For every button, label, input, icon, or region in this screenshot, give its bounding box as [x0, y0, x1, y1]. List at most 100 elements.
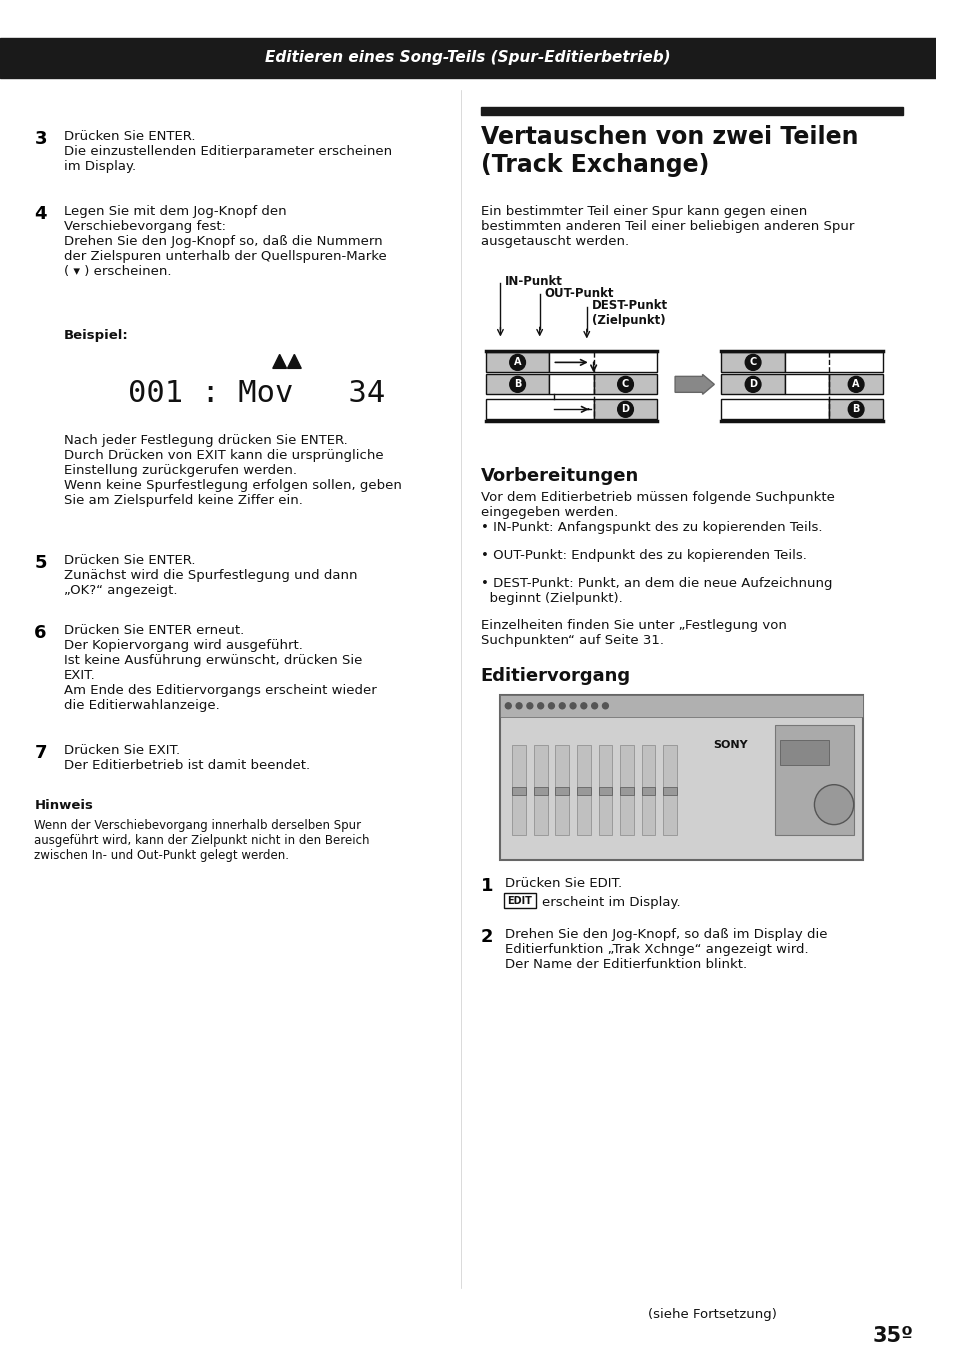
Bar	[828, 400, 882, 419]
Bar	[512, 744, 525, 835]
Bar	[485, 353, 549, 373]
Text: A: A	[851, 380, 859, 389]
Text: 5: 5	[34, 554, 47, 571]
Text: Wenn der Verschiebevorgang innerhalb derselben Spur
ausgeführt wird, kann der Zi: Wenn der Verschiebevorgang innerhalb der…	[34, 819, 370, 862]
Circle shape	[617, 401, 633, 417]
Text: Vertauschen von zwei Teilen
(Track Exchange): Vertauschen von zwei Teilen (Track Excha…	[480, 124, 858, 177]
Circle shape	[526, 703, 533, 709]
Bar	[720, 374, 784, 394]
Text: Editiervorgang: Editiervorgang	[480, 667, 630, 685]
Text: Nach jeder Festlegung drücken Sie ENTER.
Durch Drücken von EXIT kann die ursprün: Nach jeder Festlegung drücken Sie ENTER.…	[64, 434, 401, 507]
Text: 6: 6	[34, 624, 47, 642]
Circle shape	[558, 703, 564, 709]
Circle shape	[580, 703, 586, 709]
Text: A: A	[514, 358, 520, 367]
Text: Drehen Sie den Jog-Knopf, so daß im Display die
Editierfunktion „Trak Xchnge“ an: Drehen Sie den Jog-Knopf, so daß im Disp…	[505, 928, 827, 971]
Bar	[534, 744, 547, 835]
Circle shape	[509, 354, 525, 370]
Bar	[619, 786, 633, 794]
Text: IN-Punkt: IN-Punkt	[505, 274, 562, 288]
Circle shape	[847, 401, 863, 417]
Text: • DEST-Punkt: Punkt, an dem die neue Aufzeichnung
  beginnt (Zielpunkt).: • DEST-Punkt: Punkt, an dem die neue Auf…	[480, 577, 831, 605]
Bar	[577, 744, 590, 835]
Text: DEST-Punkt
(Zielpunkt): DEST-Punkt (Zielpunkt)	[591, 300, 667, 327]
Circle shape	[744, 377, 760, 392]
Text: Hinweis: Hinweis	[34, 798, 93, 812]
Circle shape	[516, 703, 521, 709]
Text: Vor dem Editierbetrieb müssen folgende Suchpunkte
eingegeben werden.: Vor dem Editierbetrieb müssen folgende S…	[480, 492, 834, 519]
Text: Editieren eines Song-Teils (Spur-Editierbetrieb): Editieren eines Song-Teils (Spur-Editier…	[265, 50, 670, 65]
Text: D: D	[748, 380, 757, 389]
Bar	[485, 400, 593, 419]
FancyBboxPatch shape	[504, 893, 536, 908]
Text: Beispiel:: Beispiel:	[64, 330, 129, 342]
Circle shape	[509, 377, 525, 392]
Bar	[593, 400, 657, 419]
Bar	[784, 353, 882, 373]
Bar	[549, 353, 657, 373]
Circle shape	[814, 785, 853, 824]
Bar	[641, 744, 655, 835]
Circle shape	[505, 703, 511, 709]
Text: • OUT-Punkt: Endpunkt des zu kopierenden Teils.: • OUT-Punkt: Endpunkt des zu kopierenden…	[480, 549, 806, 562]
Text: Ein bestimmter Teil einer Spur kann gegen einen
bestimmten anderen Teil einer be: Ein bestimmter Teil einer Spur kann gege…	[480, 204, 853, 247]
Text: 35º: 35º	[871, 1325, 912, 1346]
Text: SONY: SONY	[713, 740, 747, 750]
Circle shape	[744, 354, 760, 370]
Text: Einzelheiten finden Sie unter „Festlegung von
Suchpunkten“ auf Seite 31.: Einzelheiten finden Sie unter „Festlegun…	[480, 619, 786, 647]
Polygon shape	[273, 354, 286, 369]
Text: C: C	[621, 380, 629, 389]
Text: (siehe Fortsetzung): (siehe Fortsetzung)	[647, 1308, 776, 1321]
Bar	[555, 786, 569, 794]
Circle shape	[617, 377, 633, 392]
Bar	[641, 786, 655, 794]
Bar	[828, 374, 882, 394]
Bar	[555, 744, 569, 835]
Text: erscheint im Display.: erscheint im Display.	[541, 897, 679, 909]
Text: Drücken Sie ENTER.
Zunächst wird die Spurfestlegung und dann
„OK?“ angezeigt.: Drücken Sie ENTER. Zunächst wird die Spu…	[64, 554, 357, 597]
Circle shape	[537, 703, 543, 709]
Bar	[720, 400, 828, 419]
Bar	[598, 786, 612, 794]
Text: 001 : Mov   34: 001 : Mov 34	[128, 380, 384, 408]
Bar	[485, 374, 549, 394]
Bar	[662, 744, 677, 835]
Polygon shape	[287, 354, 301, 369]
Circle shape	[570, 703, 576, 709]
Text: 2: 2	[480, 928, 493, 947]
Circle shape	[602, 703, 608, 709]
Bar	[500, 694, 862, 859]
Circle shape	[548, 703, 554, 709]
Text: OUT-Punkt: OUT-Punkt	[544, 286, 614, 300]
Text: Vorbereitungen: Vorbereitungen	[480, 467, 639, 485]
Text: 4: 4	[34, 204, 47, 223]
Bar	[577, 786, 590, 794]
Text: B: B	[514, 380, 520, 389]
Text: Drücken Sie EXIT.
Der Editierbetrieb ist damit beendet.: Drücken Sie EXIT. Der Editierbetrieb ist…	[64, 744, 310, 771]
Bar	[598, 744, 612, 835]
Text: C: C	[749, 358, 756, 367]
Text: Drücken Sie ENTER erneut.
Der Kopiervorgang wird ausgeführt.
Ist keine Ausführun: Drücken Sie ENTER erneut. Der Kopiervorg…	[64, 624, 376, 712]
Bar	[720, 353, 784, 373]
Bar	[593, 374, 657, 394]
Text: 1: 1	[480, 877, 493, 894]
Text: B: B	[852, 404, 859, 415]
Bar	[662, 786, 677, 794]
Text: D: D	[621, 404, 629, 415]
Text: 7: 7	[34, 744, 47, 762]
Bar	[0, 38, 935, 78]
Circle shape	[847, 377, 863, 392]
Text: Drücken Sie ENTER.
Die einzustellenden Editierparameter erscheinen
im Display.: Drücken Sie ENTER. Die einzustellenden E…	[64, 130, 392, 173]
Text: Drücken Sie EDIT.: Drücken Sie EDIT.	[505, 877, 621, 889]
Bar	[534, 786, 547, 794]
Bar	[549, 374, 593, 394]
Circle shape	[591, 703, 597, 709]
Bar	[512, 786, 525, 794]
Bar	[619, 744, 633, 835]
Bar	[780, 740, 828, 765]
Text: 3: 3	[34, 130, 47, 147]
Bar	[775, 724, 853, 835]
Bar	[784, 374, 828, 394]
Bar	[480, 107, 902, 115]
Bar	[500, 694, 862, 717]
